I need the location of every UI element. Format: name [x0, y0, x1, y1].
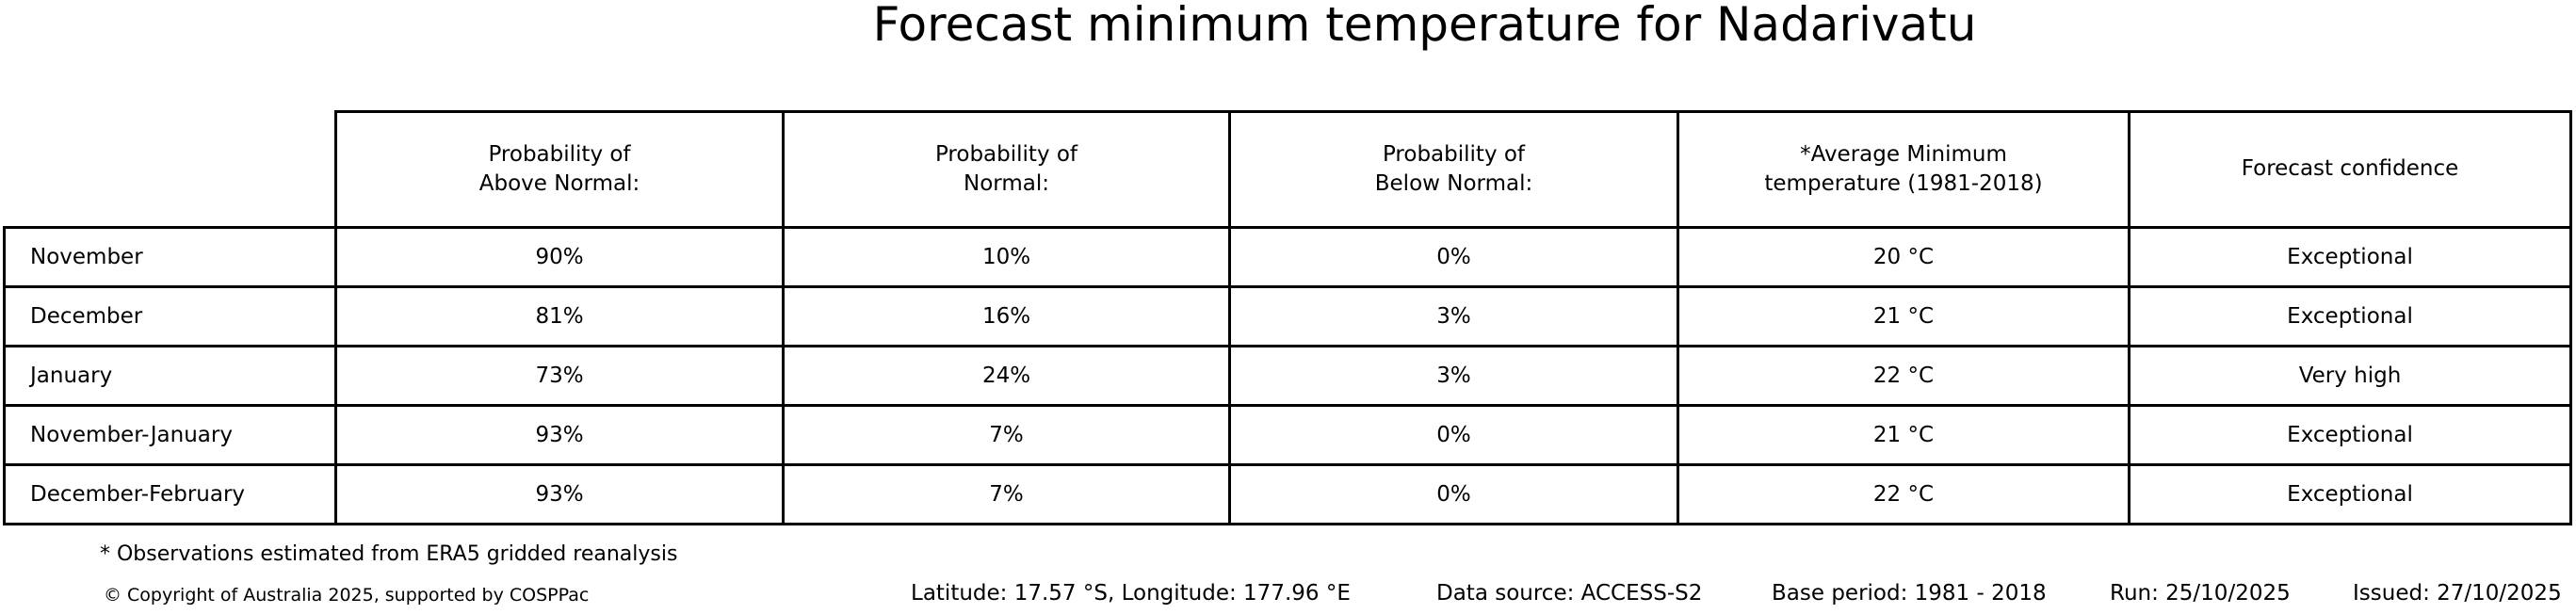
page-title: Forecast minimum temperature for Nadariv…: [872, 0, 1977, 52]
era5-footnote: * Observations estimated from ERA5 gridd…: [100, 542, 678, 566]
forecast-table: Probability of Above Normal: Probability…: [3, 110, 2572, 525]
table-row: November-January 93% 7% 0% 21 °C Excepti…: [3, 404, 2572, 466]
forecast-confidence-cell: Exceptional: [2128, 285, 2572, 347]
lat-lon-text: Latitude: 17.57 °S, Longitude: 177.96 °E: [911, 581, 1351, 606]
base-period-text: Base period: 1981 - 2018: [1772, 581, 2047, 606]
forecast-confidence-cell: Exceptional: [2128, 404, 2572, 466]
normal-cell: 7%: [782, 404, 1231, 466]
below-normal-cell: 0%: [1228, 404, 1679, 466]
blank-corner-cell: [4, 111, 337, 229]
forecast-confidence-cell: Exceptional: [2128, 463, 2572, 525]
average-min-temp-cell: 21 °C: [1677, 285, 2130, 347]
table-header-row: Probability of Above Normal: Probability…: [4, 110, 2572, 229]
normal-cell: 7%: [782, 463, 1231, 525]
issued-date-text: Issued: 27/10/2025: [2353, 581, 2562, 606]
below-normal-cell: 3%: [1228, 285, 1679, 347]
table-row: November 90% 10% 0% 20 °C Exceptional: [3, 226, 2572, 288]
table-row: January 73% 24% 3% 22 °C Very high: [3, 345, 2572, 407]
average-min-temp-cell: 21 °C: [1677, 404, 2130, 466]
above-normal-cell: 93%: [334, 463, 785, 525]
forecast-confidence-cell: Very high: [2128, 345, 2572, 407]
col-header-below-normal: Probability of Below Normal:: [1228, 110, 1679, 229]
col-header-average-min-temp: *Average Minimum temperature (1981-2018): [1677, 110, 2130, 229]
below-normal-cell: 0%: [1228, 463, 1679, 525]
forecast-confidence-cell: Exceptional: [2128, 226, 2572, 288]
period-cell: December-February: [3, 463, 337, 525]
below-normal-cell: 3%: [1228, 345, 1679, 407]
col-header-above-normal: Probability of Above Normal:: [334, 110, 785, 229]
col-header-normal: Probability of Normal:: [782, 110, 1231, 229]
period-cell: December: [3, 285, 337, 347]
above-normal-cell: 90%: [334, 226, 785, 288]
above-normal-cell: 73%: [334, 345, 785, 407]
col-header-forecast-confidence: Forecast confidence: [2128, 110, 2572, 229]
copyright-text: © Copyright of Australia 2025, supported…: [104, 585, 590, 606]
period-cell: November: [3, 226, 337, 288]
table-row: December-February 93% 7% 0% 22 °C Except…: [3, 463, 2572, 525]
normal-cell: 24%: [782, 345, 1231, 407]
table-row: December 81% 16% 3% 21 °C Exceptional: [3, 285, 2572, 347]
normal-cell: 10%: [782, 226, 1231, 288]
average-min-temp-cell: 20 °C: [1677, 226, 2130, 288]
period-cell: November-January: [3, 404, 337, 466]
run-date-text: Run: 25/10/2025: [2110, 581, 2291, 606]
normal-cell: 16%: [782, 285, 1231, 347]
above-normal-cell: 93%: [334, 404, 785, 466]
data-source-text: Data source: ACCESS-S2: [1436, 581, 1703, 606]
average-min-temp-cell: 22 °C: [1677, 345, 2130, 407]
below-normal-cell: 0%: [1228, 226, 1679, 288]
period-cell: January: [3, 345, 337, 407]
average-min-temp-cell: 22 °C: [1677, 463, 2130, 525]
above-normal-cell: 81%: [334, 285, 785, 347]
